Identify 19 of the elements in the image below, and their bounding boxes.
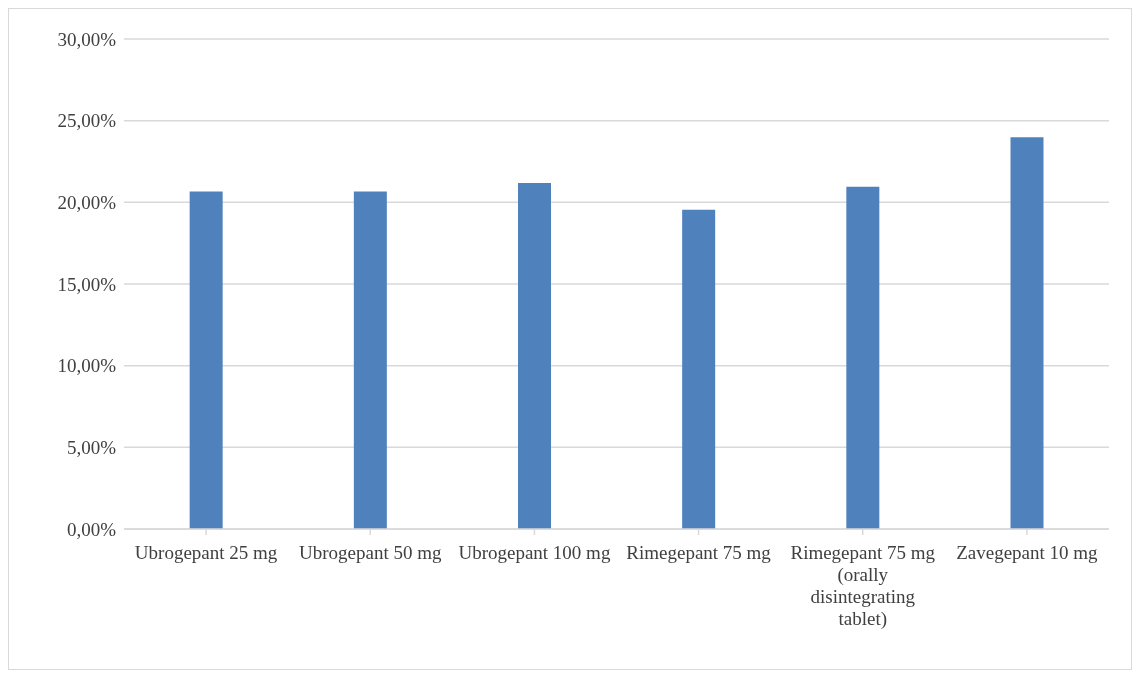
- y-tick-label: 5,00%: [66, 437, 117, 459]
- y-tick-label: 30,00%: [57, 28, 117, 50]
- bar: [518, 182, 551, 529]
- bar: [1010, 137, 1044, 529]
- x-tick-label: Rimegepant 75 mg: [626, 542, 772, 563]
- bar: [189, 191, 223, 529]
- bar: [353, 191, 387, 529]
- y-tick-label: 0,00%: [66, 518, 117, 540]
- x-tick-label: Ubrogepant 25 mg: [134, 542, 278, 563]
- bar: [846, 186, 880, 529]
- x-tick-label: Ubrogepant 50 mg: [299, 542, 442, 563]
- x-tick-label: Ubrogepant 100 mg: [458, 542, 611, 563]
- y-tick-label: 15,00%: [57, 273, 117, 295]
- x-tick-label: Zavegepant 10 mg: [956, 542, 1099, 563]
- y-tick-label: 25,00%: [57, 110, 117, 132]
- y-tick-label: 10,00%: [57, 355, 117, 377]
- y-tick-label: 20,00%: [57, 192, 117, 214]
- x-tick-label: Rimegepant 75 mg (orally disintegrating tablet): [790, 542, 936, 630]
- bar: [682, 209, 716, 529]
